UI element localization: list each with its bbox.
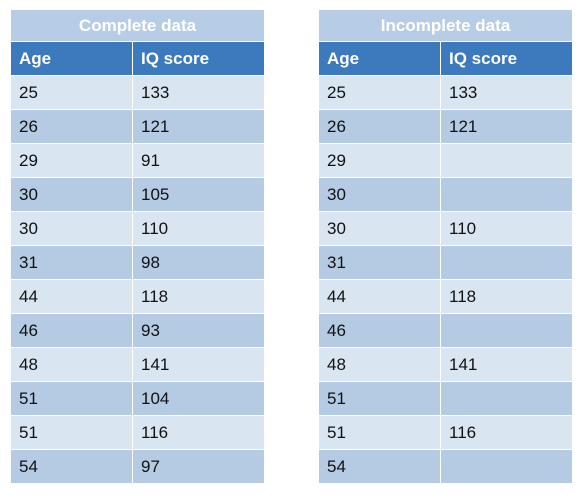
table-row: 31: [319, 246, 572, 280]
table-row: 46 93: [11, 314, 264, 348]
incomplete-data-table: Incomplete data Age IQ score 25 133 26 121 2…: [319, 10, 572, 484]
iq-score-cell: 133: [133, 76, 264, 110]
iq-score-cell: 121: [441, 110, 572, 144]
iq-score-cell: [441, 246, 572, 280]
column-header-age: Age: [11, 42, 133, 76]
table-row: 46: [319, 314, 572, 348]
table-row: 54 97: [11, 450, 264, 484]
complete-data-table: Complete data Age IQ score 25 133 26 121 29 9…: [11, 10, 264, 484]
age-cell: 25: [319, 76, 441, 110]
iq-score-cell: 141: [133, 348, 264, 382]
iq-score-cell: 116: [441, 416, 572, 450]
age-cell: 46: [11, 314, 133, 348]
table-row: 26 121: [319, 110, 572, 144]
iq-score-cell: [441, 144, 572, 178]
iq-score-cell: 133: [441, 76, 572, 110]
table-row: 54: [319, 450, 572, 484]
iq-score-cell: [441, 450, 572, 484]
table-row: 29: [319, 144, 572, 178]
age-cell: 44: [319, 280, 441, 314]
column-header-row: Age IQ score: [319, 42, 572, 76]
column-header-iq-score: IQ score: [133, 42, 264, 76]
age-cell: 26: [319, 110, 441, 144]
table-row: 48 141: [11, 348, 264, 382]
table-title-row: Complete data: [11, 10, 264, 42]
age-cell: 48: [319, 348, 441, 382]
iq-score-cell: 116: [133, 416, 264, 450]
age-cell: 29: [319, 144, 441, 178]
table-row: 30 105: [11, 178, 264, 212]
age-cell: 51: [319, 416, 441, 450]
column-header-row: Age IQ score: [11, 42, 264, 76]
iq-score-cell: [441, 314, 572, 348]
age-cell: 51: [11, 416, 133, 450]
iq-score-cell: [441, 382, 572, 416]
table-row: 30: [319, 178, 572, 212]
age-cell: 30: [319, 178, 441, 212]
iq-score-cell: 118: [133, 280, 264, 314]
column-header-iq-score: IQ score: [441, 42, 572, 76]
age-cell: 25: [11, 76, 133, 110]
table-row: 44 118: [319, 280, 572, 314]
iq-score-cell: [441, 178, 572, 212]
table-title-row: Incomplete data: [319, 10, 572, 42]
table-row: 31 98: [11, 246, 264, 280]
iq-score-cell: 121: [133, 110, 264, 144]
table-row: 25 133: [11, 76, 264, 110]
iq-score-cell: 93: [133, 314, 264, 348]
age-cell: 30: [11, 212, 133, 246]
table-body: 25 133 26 121 29 91 30 105 30 110 31 98 44 118 46 93 48 1…: [11, 76, 264, 484]
iq-score-cell: 110: [441, 212, 572, 246]
age-cell: 30: [11, 178, 133, 212]
age-cell: 51: [319, 382, 441, 416]
table-row: 25 133: [319, 76, 572, 110]
age-cell: 51: [11, 382, 133, 416]
age-cell: 31: [319, 246, 441, 280]
table-row: 44 118: [11, 280, 264, 314]
table-row: 48 141: [319, 348, 572, 382]
iq-score-cell: 98: [133, 246, 264, 280]
age-cell: 29: [11, 144, 133, 178]
table-row: 51 104: [11, 382, 264, 416]
iq-score-cell: 91: [133, 144, 264, 178]
age-cell: 31: [11, 246, 133, 280]
table-title: Incomplete data: [319, 10, 572, 42]
age-cell: 30: [319, 212, 441, 246]
iq-score-cell: 110: [133, 212, 264, 246]
iq-score-cell: 97: [133, 450, 264, 484]
age-cell: 26: [11, 110, 133, 144]
column-header-age: Age: [319, 42, 441, 76]
table-title: Complete data: [11, 10, 264, 42]
age-cell: 44: [11, 280, 133, 314]
table-row: 51 116: [319, 416, 572, 450]
age-cell: 54: [319, 450, 441, 484]
iq-score-cell: 105: [133, 178, 264, 212]
age-cell: 46: [319, 314, 441, 348]
iq-score-cell: 141: [441, 348, 572, 382]
iq-score-cell: 118: [441, 280, 572, 314]
iq-score-cell: 104: [133, 382, 264, 416]
table-row: 29 91: [11, 144, 264, 178]
table-row: 26 121: [11, 110, 264, 144]
age-cell: 48: [11, 348, 133, 382]
table-row: 30 110: [11, 212, 264, 246]
table-row: 51: [319, 382, 572, 416]
table-row: 51 116: [11, 416, 264, 450]
table-row: 30 110: [319, 212, 572, 246]
age-cell: 54: [11, 450, 133, 484]
table-body: 25 133 26 121 29 30 30 110 31 44 118 46 48 141 51 51 116…: [319, 76, 572, 484]
